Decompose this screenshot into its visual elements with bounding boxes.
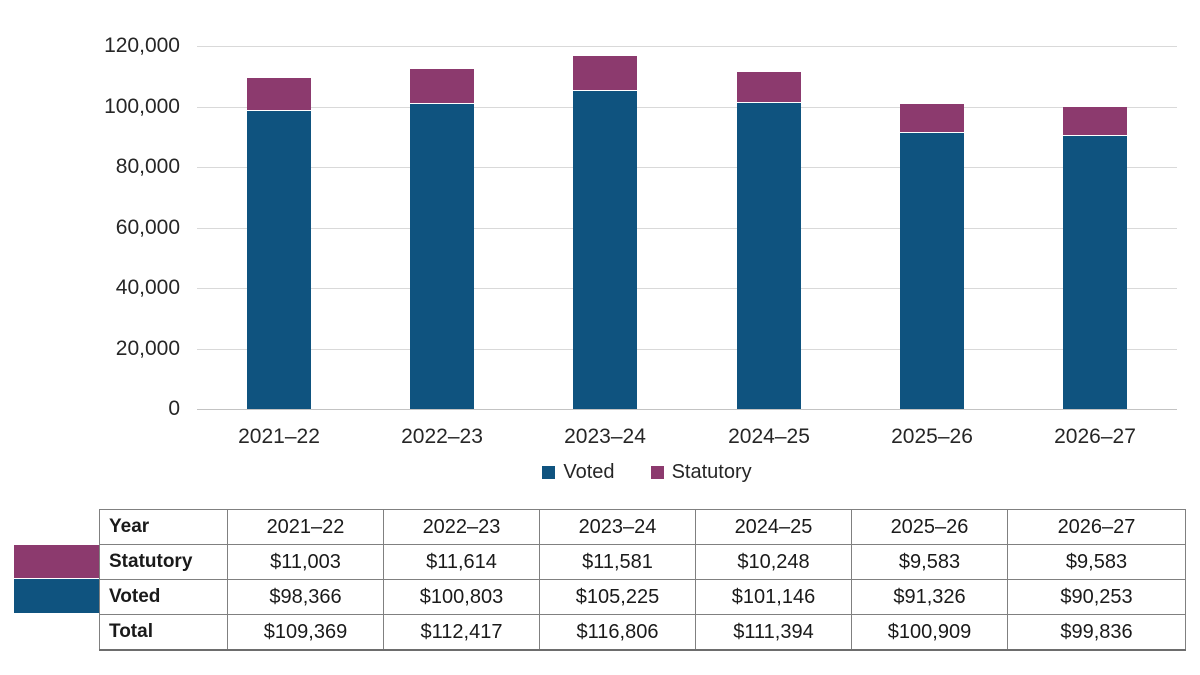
y-tick-label: 20,000 bbox=[115, 337, 180, 360]
table-row-statutory-cell: $11,003 bbox=[227, 544, 384, 580]
bar-2021–22-statutory-segment bbox=[247, 78, 311, 110]
data-table: Year 2021–22 2022–23 2023–24 2024–25 2025–26 2… bbox=[99, 509, 1186, 651]
y-axis-labels: 0 20,000 40,000 60,000 80,000 100,000 120,000 bbox=[0, 34, 180, 420]
chart-legend: Voted Statutory bbox=[197, 461, 1097, 484]
table-row-statutory-cell: $9,583 bbox=[851, 544, 1008, 580]
bar-2025–26-statutory-segment bbox=[900, 104, 964, 132]
table-row-total-label: Total bbox=[99, 614, 228, 651]
bar-2024–25-voted-segment bbox=[737, 103, 801, 409]
table-row-year-cell: 2026–27 bbox=[1007, 509, 1186, 545]
table-row-statutory-cell: $11,614 bbox=[383, 544, 540, 580]
table-row-total-cell: $99,836 bbox=[1007, 614, 1186, 651]
table-row-statutory-label: Statutory bbox=[99, 544, 228, 580]
table-row-total-cell: $111,394 bbox=[695, 614, 852, 651]
x-axis-label: 2022–23 bbox=[401, 425, 483, 448]
table-row-year-cell: 2024–25 bbox=[695, 509, 852, 545]
table-row-total-cell: $112,417 bbox=[383, 614, 540, 651]
table-row-voted: Voted $98,366 $100,803 $105,225 $101,146 $91,… bbox=[99, 579, 1186, 615]
legend-swatch-statutory-icon bbox=[650, 466, 664, 479]
legend-label: Voted bbox=[563, 461, 615, 483]
bar-2023–24-statutory-segment bbox=[573, 56, 637, 90]
bar-2023–24-voted-segment bbox=[573, 91, 637, 409]
table-row-statutory-cell: $11,581 bbox=[539, 544, 696, 580]
table-row-voted-cell: $90,253 bbox=[1007, 579, 1186, 615]
bar-2022–23-voted-segment bbox=[410, 104, 474, 409]
y-tick-label: 40,000 bbox=[115, 276, 180, 299]
table-row-year-cell: 2021–22 bbox=[227, 509, 384, 545]
bar-2024–25-statutory-segment bbox=[737, 72, 801, 102]
table-row-year-cell: 2025–26 bbox=[851, 509, 1008, 545]
y-tick-label: 100,000 bbox=[104, 95, 180, 118]
gridline-40000 bbox=[197, 288, 1177, 289]
bar-2025–26-voted-segment bbox=[900, 133, 964, 409]
legend-swatch-voted-icon bbox=[542, 466, 556, 479]
table-row-voted-cell: $105,225 bbox=[539, 579, 696, 615]
data-table-section: Year 2021–22 2022–23 2023–24 2024–25 2025–26 2… bbox=[14, 509, 1186, 654]
bar-2026–27-voted-segment bbox=[1063, 136, 1127, 409]
table-row-voted-cell: $101,146 bbox=[695, 579, 852, 615]
gridline-80000 bbox=[197, 167, 1177, 168]
table-row-year-cell: 2023–24 bbox=[539, 509, 696, 545]
legend-item-statutory: Statutory bbox=[650, 461, 752, 484]
gridline-60000 bbox=[197, 228, 1177, 229]
table-row-year-label: Year bbox=[99, 509, 228, 545]
x-axis-label: 2023–24 bbox=[564, 425, 646, 448]
swatch-voted bbox=[14, 579, 99, 613]
swatch-statutory bbox=[14, 545, 99, 578]
bar-2026–27-statutory-segment bbox=[1063, 107, 1127, 135]
table-row-year-cell: 2022–23 bbox=[383, 509, 540, 545]
legend-item-voted: Voted bbox=[542, 461, 615, 484]
table-row-total: Total $109,369 $112,417 $116,806 $111,394 $10… bbox=[99, 614, 1186, 651]
x-axis-label: 2021–22 bbox=[238, 425, 320, 448]
y-tick-label: 120,000 bbox=[104, 34, 180, 57]
plot-area: 2021–22 2022–23 2023–24 2024–25 2025–26 2026–… bbox=[197, 46, 1177, 448]
table-row-voted-cell: $98,366 bbox=[227, 579, 384, 615]
x-axis-label: 2026–27 bbox=[1054, 425, 1136, 448]
table-row-total-cell: $100,909 bbox=[851, 614, 1008, 651]
gridline-120000 bbox=[197, 46, 1177, 47]
gridline-100000 bbox=[197, 107, 1177, 108]
table-row-voted-cell: $91,326 bbox=[851, 579, 1008, 615]
table-row-year: Year 2021–22 2022–23 2023–24 2024–25 2025–26 2… bbox=[99, 509, 1186, 545]
bar-2021–22-voted-segment bbox=[247, 111, 311, 409]
table-row-statutory-cell: $9,583 bbox=[1007, 544, 1186, 580]
bar-2022–23-statutory-segment bbox=[410, 69, 474, 103]
table-row-total-cell: $109,369 bbox=[227, 614, 384, 651]
table-row-statutory-cell: $10,248 bbox=[695, 544, 852, 580]
legend-label: Statutory bbox=[671, 461, 752, 483]
gridline-0 bbox=[197, 409, 1177, 410]
gridline-20000 bbox=[197, 349, 1177, 350]
stacked-bar-chart: 0 20,000 40,000 60,000 80,000 100,000 120,000 … bbox=[0, 34, 1177, 484]
y-tick-label: 0 bbox=[168, 397, 180, 420]
x-axis-label: 2024–25 bbox=[728, 425, 810, 448]
table-row-statutory: Statutory $11,003 $11,614 $11,581 $10,248 $9,… bbox=[99, 544, 1186, 580]
y-tick-label: 80,000 bbox=[115, 155, 180, 178]
table-row-voted-label: Voted bbox=[99, 579, 228, 615]
x-axis-label: 2025–26 bbox=[891, 425, 973, 448]
y-tick-label: 60,000 bbox=[115, 216, 180, 239]
table-row-voted-cell: $100,803 bbox=[383, 579, 540, 615]
table-row-total-cell: $116,806 bbox=[539, 614, 696, 651]
